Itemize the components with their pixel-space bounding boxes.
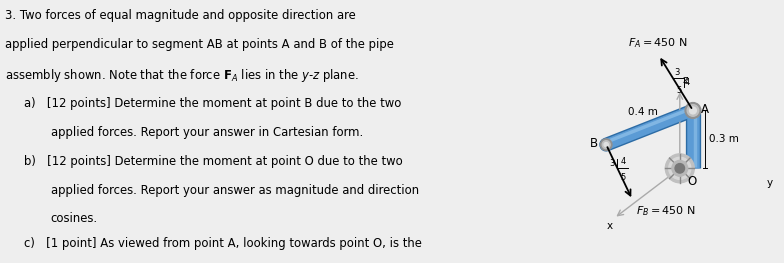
- Text: a)   [12 points] Determine the moment at point B due to the two: a) [12 points] Determine the moment at p…: [24, 97, 401, 110]
- Text: 0.4 m: 0.4 m: [628, 107, 658, 117]
- Text: A: A: [702, 103, 710, 116]
- Text: 3: 3: [610, 159, 615, 168]
- Text: b)   [12 points] Determine the moment at point O due to the two: b) [12 points] Determine the moment at p…: [24, 155, 403, 168]
- Circle shape: [669, 157, 691, 179]
- Circle shape: [604, 143, 608, 147]
- Text: 0.3 m: 0.3 m: [709, 134, 739, 144]
- Text: 5: 5: [620, 173, 626, 181]
- Text: c)   [1 point] As viewed from point A, looking towards point O, is the: c) [1 point] As viewed from point A, loo…: [24, 237, 422, 250]
- Text: O: O: [687, 175, 696, 188]
- Circle shape: [666, 154, 695, 183]
- Text: assembly shown. Note that the force $\mathbf{F}_A$ lies in the $y$-$z$ plane.: assembly shown. Note that the force $\ma…: [5, 67, 359, 84]
- Text: 3. Two forces of equal magnitude and opposite direction are: 3. Two forces of equal magnitude and opp…: [5, 9, 356, 22]
- Text: applied perpendicular to segment AB at points A and B of the pipe: applied perpendicular to segment AB at p…: [5, 38, 394, 51]
- Text: cosines.: cosines.: [51, 212, 98, 225]
- Text: z: z: [683, 75, 688, 85]
- Text: $F_B = 450$ N: $F_B = 450$ N: [637, 205, 696, 218]
- Circle shape: [602, 141, 610, 149]
- Circle shape: [675, 164, 684, 173]
- Text: y: y: [767, 178, 773, 188]
- Text: applied forces. Report your answer as magnitude and direction: applied forces. Report your answer as ma…: [51, 184, 419, 197]
- Circle shape: [690, 107, 696, 114]
- Text: 4: 4: [620, 157, 626, 166]
- Text: 5: 5: [677, 86, 681, 95]
- Circle shape: [672, 160, 688, 176]
- Text: x: x: [607, 221, 613, 231]
- Circle shape: [685, 103, 701, 118]
- Circle shape: [601, 139, 612, 150]
- Circle shape: [687, 105, 699, 116]
- Text: B: B: [590, 137, 597, 150]
- Text: 3: 3: [674, 68, 680, 77]
- Text: 4: 4: [685, 78, 690, 87]
- Text: $F_A = 450$ N: $F_A = 450$ N: [628, 37, 688, 50]
- Text: applied forces. Report your answer in Cartesian form.: applied forces. Report your answer in Ca…: [51, 126, 363, 139]
